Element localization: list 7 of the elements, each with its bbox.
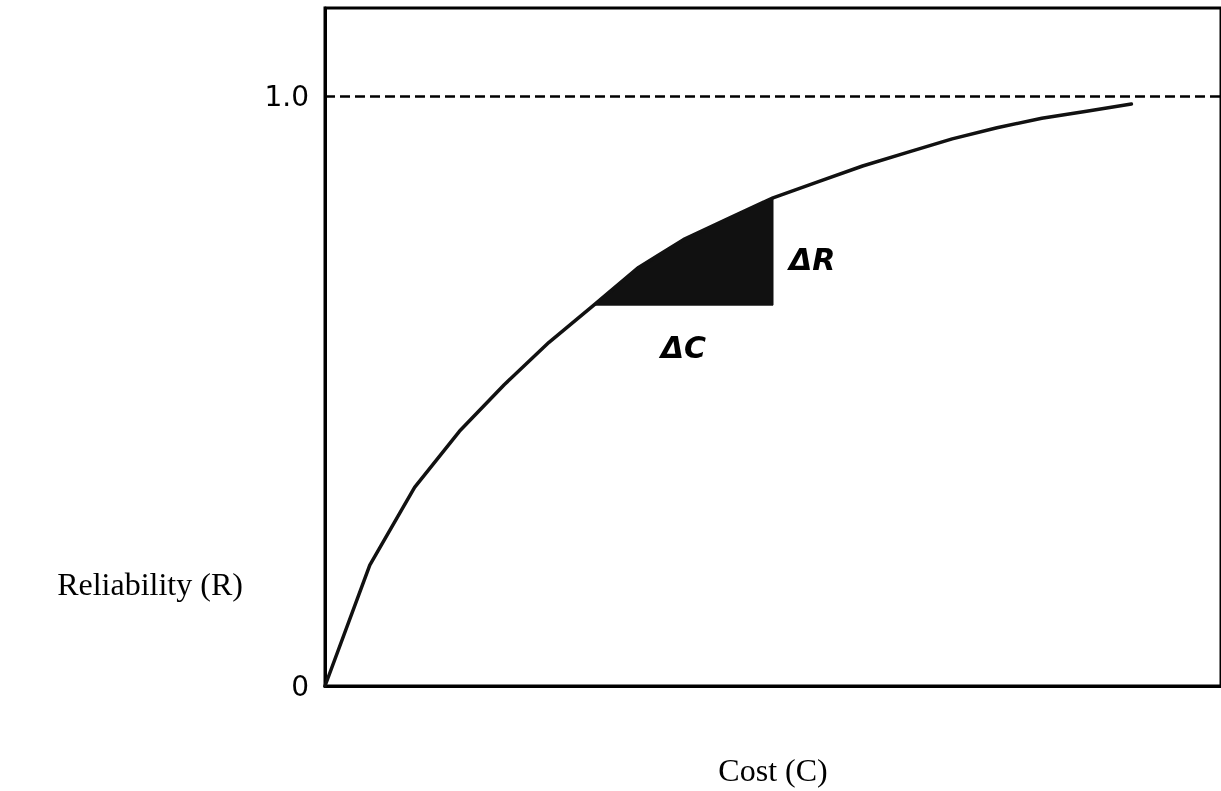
line-series xyxy=(323,102,1134,688)
annotation: ΔC xyxy=(658,329,707,365)
annotation: ΔR xyxy=(787,241,836,277)
y-tick-label: 0 xyxy=(291,669,309,703)
y-axis-title: Reliability (R) xyxy=(57,566,243,603)
y-tick-label: 1.0 xyxy=(264,79,309,113)
x-axis-title: Cost (C) xyxy=(718,752,828,788)
